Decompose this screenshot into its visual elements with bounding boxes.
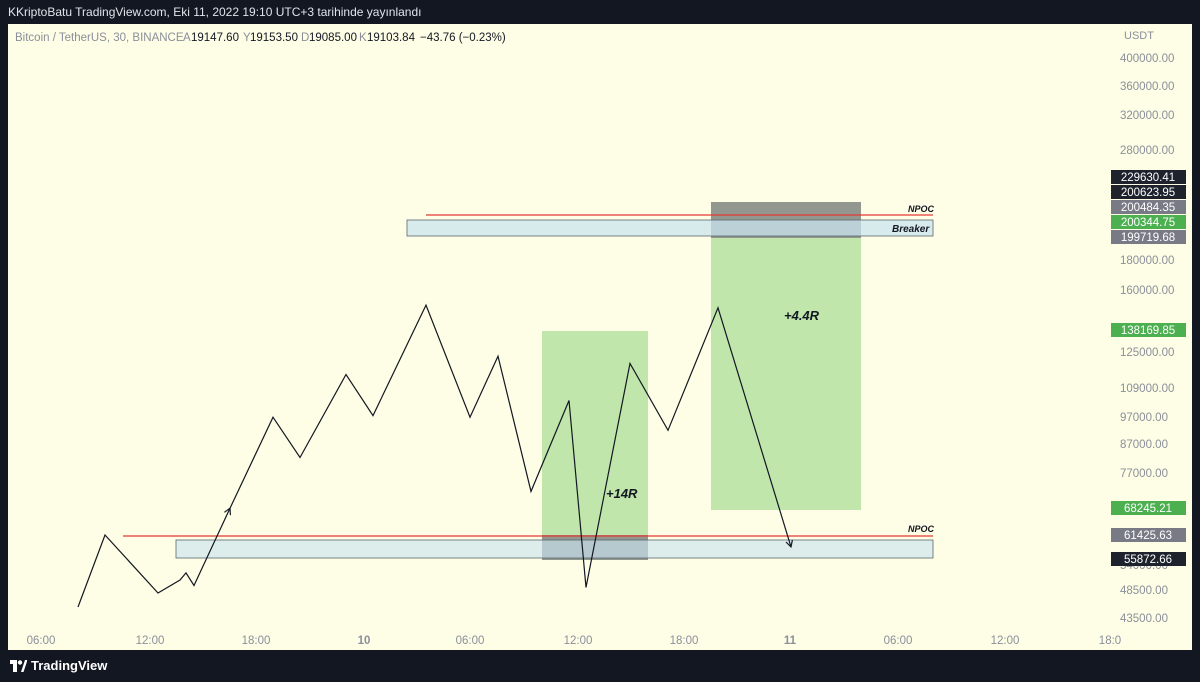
breaker-label: Breaker — [892, 224, 930, 235]
open-key: A — [183, 32, 191, 44]
change-value: −43.76 (−0.23%) — [420, 32, 506, 44]
y-tick-label: 125000.00 — [1120, 347, 1174, 359]
chart-area[interactable]: Bitcoin / TetherUS, 30, BINANCE A 19147.… — [8, 24, 1192, 650]
y-tick-label: 77000.00 — [1120, 468, 1168, 480]
demand-zone — [175, 539, 934, 559]
target-box-4-4r — [711, 202, 861, 510]
close-value: 19103.84 — [367, 32, 416, 44]
price-label-text: 229630.41 — [1121, 172, 1175, 184]
drawings-layer — [123, 202, 934, 560]
y-tick-label: 43500.00 — [1120, 613, 1168, 625]
tradingview-logo-icon — [10, 659, 28, 672]
price-label-bg — [1111, 552, 1186, 566]
price-label-text: 200344.75 — [1121, 217, 1175, 229]
y-tick-label: 320000.00 — [1120, 110, 1174, 122]
price-label-bg — [1111, 215, 1186, 229]
price-label-bg — [1111, 230, 1186, 244]
y-tick-label: 48500.00 — [1120, 585, 1168, 597]
price-label-text: 138169.85 — [1121, 325, 1175, 337]
y-tick-label: 160000.00 — [1120, 285, 1174, 297]
publish-line: KKriptoBatu TradingView.com, Eki 11, 202… — [8, 5, 422, 19]
price-label-bg — [1111, 528, 1186, 542]
price-label-bg — [1111, 200, 1186, 214]
y-tick-label: 87000.00 — [1120, 439, 1168, 451]
x-tick-label: 18:0 — [1099, 635, 1121, 647]
price-labels: 229630.41 200623.95 200484.35 200344.75 1997… — [1111, 170, 1186, 566]
high-value: 19153.50 — [250, 32, 298, 44]
npoc-label-top: NPOC — [908, 204, 935, 214]
open-value: 19147.60 — [191, 32, 239, 44]
price-label-text: 68245.21 — [1124, 503, 1172, 515]
price-label-bg — [1111, 170, 1186, 184]
x-tick-label: 18:00 — [670, 635, 699, 647]
low-key: D — [301, 32, 309, 44]
currency-label: USDT — [1124, 30, 1154, 42]
price-line — [77, 303, 792, 608]
price-label-bg — [1111, 501, 1186, 515]
close-key: K — [359, 32, 367, 44]
x-tick-label: 06:00 — [456, 635, 485, 647]
r-label-14: +14R — [606, 486, 638, 501]
arrow-markers — [224, 507, 793, 549]
symbol-label[interactable]: Bitcoin / TetherUS, 30, BINANCE — [15, 32, 184, 44]
x-tick-label: 12:00 — [564, 635, 593, 647]
price-label-text: 55872.66 — [1124, 554, 1172, 566]
r-label-4-4: +4.4R — [784, 308, 820, 323]
tradingview-brand: TradingView — [31, 658, 108, 673]
x-tick-label: 10 — [358, 635, 371, 647]
high-key: Y — [243, 32, 251, 44]
price-axis[interactable]: 400000.00 360000.00 320000.00 280000.00 1800… — [1120, 53, 1174, 625]
y-tick-label: 97000.00 — [1120, 412, 1168, 424]
price-label-bg — [1111, 185, 1186, 199]
x-tick-label: 06:00 — [884, 635, 913, 647]
y-tick-label: 280000.00 — [1120, 145, 1174, 157]
time-axis[interactable]: 06:00 12:00 18:00 10 06:00 12:00 18:00 11 06:00 1… — [27, 635, 1122, 647]
tradingview-logo[interactable]: TradingView — [10, 658, 107, 673]
y-tick-label: 180000.00 — [1120, 255, 1174, 267]
price-label-bg — [1111, 323, 1186, 337]
footer-bar: TradingView — [0, 650, 1200, 682]
price-label-text: 200484.35 — [1121, 202, 1175, 214]
price-label-text: 200623.95 — [1121, 187, 1175, 199]
target-box-14r — [542, 331, 648, 560]
x-tick-label: 06:00 — [27, 635, 56, 647]
x-tick-label: 11 — [784, 635, 797, 647]
price-label-text: 61425.63 — [1124, 530, 1172, 542]
arrow-down-marker — [785, 539, 793, 549]
arrow-up-marker — [224, 507, 231, 516]
y-tick-label: 109000.00 — [1120, 383, 1174, 395]
x-tick-label: 18:00 — [242, 635, 271, 647]
chart-svg[interactable]: Bitcoin / TetherUS, 30, BINANCE A 19147.… — [8, 24, 1192, 650]
y-tick-label: 360000.00 — [1120, 81, 1174, 93]
breaker-zone — [406, 219, 934, 237]
x-tick-label: 12:00 — [991, 635, 1020, 647]
y-tick-label: 400000.00 — [1120, 53, 1174, 65]
npoc-label-bottom: NPOC — [908, 524, 935, 534]
publish-header: KKriptoBatu TradingView.com, Eki 11, 202… — [0, 0, 1200, 24]
price-label-text: 199719.68 — [1121, 232, 1175, 244]
low-value: 19085.00 — [309, 32, 357, 44]
x-tick-label: 12:00 — [136, 635, 165, 647]
